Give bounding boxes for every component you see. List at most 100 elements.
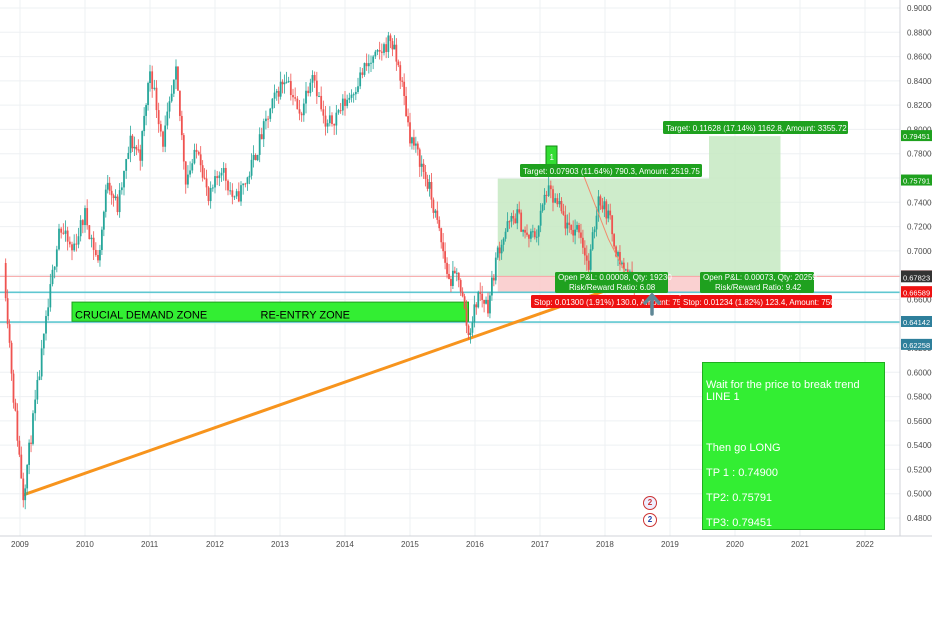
- candle-body: [539, 210, 542, 226]
- event-marker-label: 2: [647, 498, 653, 507]
- candle-body: [58, 228, 60, 250]
- candle-body: [357, 86, 359, 92]
- candle-body: [180, 115, 183, 136]
- candle-body: [112, 195, 115, 199]
- candle-body: [469, 332, 472, 336]
- candle-body: [331, 115, 333, 125]
- candle-body: [273, 92, 276, 99]
- candle-body: [496, 247, 499, 258]
- candle-body: [168, 101, 171, 112]
- candle-body: [8, 324, 11, 343]
- candle-body: [378, 50, 381, 52]
- candle-body: [201, 165, 204, 178]
- candle-body: [157, 110, 160, 125]
- candle-body: [155, 87, 158, 111]
- note-line: [706, 542, 881, 555]
- candle-body: [203, 177, 206, 179]
- candle-body: [269, 108, 272, 119]
- candle-body: [562, 211, 565, 215]
- candle-body: [407, 116, 409, 123]
- candle-body: [309, 82, 312, 94]
- note-line: Then go LONG: [706, 441, 781, 454]
- candle-body: [233, 196, 236, 198]
- candle-body: [365, 63, 368, 67]
- candle-body: [162, 131, 164, 147]
- candle-body: [149, 71, 151, 84]
- time-axis-label: 2012: [206, 540, 224, 549]
- candle-body: [477, 292, 480, 308]
- candle-body: [428, 182, 431, 189]
- candle-body: [294, 97, 297, 99]
- candle-body: [624, 269, 627, 271]
- candle-body: [84, 208, 86, 226]
- price-tag-label: 0.75791: [903, 177, 930, 186]
- candle-body: [287, 81, 290, 83]
- candle-body: [55, 249, 58, 267]
- candle-body: [28, 442, 30, 465]
- candle-body: [450, 278, 452, 286]
- candle-body: [570, 224, 573, 230]
- candle-body: [401, 80, 404, 82]
- candle-body: [494, 257, 497, 281]
- candle-body: [151, 71, 154, 89]
- price-tag-label: 0.62258: [903, 341, 930, 350]
- candle-body: [166, 111, 169, 126]
- flag-event-icon[interactable]: 2: [643, 513, 657, 527]
- candle-body: [370, 62, 372, 64]
- candle-body: [498, 247, 501, 254]
- upper-target-label: Target: 0.11628 (17.14%) 1162.8, Amount:…: [666, 124, 847, 133]
- candle-body: [283, 82, 286, 85]
- time-axis-label: 2020: [726, 540, 744, 549]
- candle-body: [326, 123, 329, 127]
- candle-body: [191, 163, 194, 171]
- time-axis-label: 2014: [336, 540, 354, 549]
- candle-body: [64, 230, 67, 234]
- event-marker-label: 2: [647, 515, 653, 524]
- candle-body: [265, 118, 267, 122]
- candle-body: [271, 98, 274, 109]
- candle-body: [260, 134, 263, 140]
- lower-target-label: Target: 0.07903 (11.64%) 790.3, Amount: …: [523, 167, 700, 176]
- candle-body: [45, 316, 47, 334]
- candle-body: [455, 272, 458, 274]
- candle-body: [143, 115, 146, 132]
- candle-body: [75, 243, 78, 245]
- candle-body: [159, 124, 162, 132]
- note-line: RE-ENTRY long (hedge) : 0.66580: [706, 617, 876, 630]
- demand-zone-label: CRUCIAL DEMAND ZONE: [75, 309, 207, 321]
- candle-body: [10, 342, 13, 374]
- candle-body: [53, 266, 56, 270]
- candle-body: [601, 205, 604, 210]
- candle-body: [593, 229, 596, 233]
- candle-body: [506, 221, 509, 232]
- candle-body: [367, 63, 370, 67]
- candle-body: [545, 194, 548, 196]
- candle-body: [463, 296, 466, 309]
- candle-body: [611, 215, 614, 235]
- candle-body: [603, 201, 606, 210]
- candle-body: [195, 149, 198, 152]
- candle-body: [298, 109, 301, 114]
- event-marker-icon[interactable]: 2: [643, 496, 657, 510]
- candle-body: [14, 402, 17, 411]
- candle-body: [442, 242, 445, 252]
- candle-body: [267, 118, 269, 120]
- candle-body: [572, 229, 575, 236]
- candle-body: [432, 199, 435, 213]
- candle-body: [409, 122, 411, 144]
- candle-body: [502, 238, 505, 245]
- candle-body: [237, 191, 240, 202]
- candle-body: [139, 149, 142, 161]
- left-stop-label-box: [531, 295, 680, 308]
- right-risk-reward: Risk/Reward Ratio: 9.42: [715, 283, 802, 292]
- note-line: [706, 416, 881, 429]
- price-tag-label: 0.67823: [903, 273, 930, 282]
- candle-body: [566, 222, 569, 229]
- candle-body: [558, 201, 561, 205]
- candle-body: [560, 201, 563, 212]
